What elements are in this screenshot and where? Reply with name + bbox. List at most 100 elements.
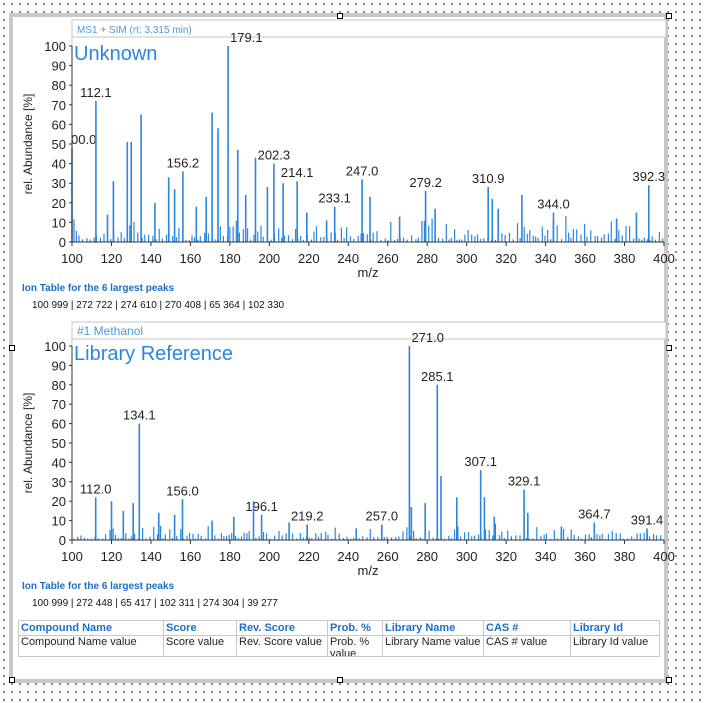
panel-header-text-reference: #1 Methanol bbox=[77, 324, 143, 338]
col-library-name[interactable]: Library Name bbox=[382, 620, 484, 636]
col-compound-name[interactable]: Compound Name bbox=[18, 620, 164, 636]
x-tick-label: 340 bbox=[535, 251, 557, 266]
x-tick-label: 300 bbox=[456, 549, 478, 564]
y-tick-label: 20 bbox=[52, 494, 66, 509]
y-tick-label: 100 bbox=[44, 339, 66, 354]
peak-label: 310.9 bbox=[472, 171, 505, 186]
y-tick-label: 50 bbox=[52, 436, 66, 451]
y-axis-title-unknown: rel. Abundance [%] bbox=[21, 94, 35, 195]
plot-area-unknown bbox=[71, 36, 667, 243]
peak-label: 214.1 bbox=[281, 165, 314, 180]
x-tick-label: 240 bbox=[337, 251, 359, 266]
y-tick-label: 70 bbox=[52, 98, 66, 113]
x-tick-label: 160 bbox=[180, 549, 202, 564]
y-tick-label: 100 bbox=[44, 39, 66, 54]
x-tick-label: 400 bbox=[653, 251, 675, 266]
ion-table-title-reference: Ion Table for the 6 largest peaks bbox=[22, 581, 175, 592]
peak-label: 156.0 bbox=[166, 483, 199, 498]
y-tick-label: 30 bbox=[52, 475, 66, 490]
x-tick-label: 120 bbox=[101, 251, 123, 266]
x-tick-label: 160 bbox=[180, 251, 202, 266]
x-tick-label: 380 bbox=[614, 549, 636, 564]
y-tick-label: 70 bbox=[52, 397, 66, 412]
x-tick-label: 200 bbox=[258, 251, 280, 266]
y-tick-label: 30 bbox=[52, 176, 66, 191]
x-tick-label: 180 bbox=[219, 251, 241, 266]
chart-title-unknown: Unknown bbox=[74, 43, 157, 65]
peak-label: 134.1 bbox=[123, 408, 156, 423]
resize-handle-br[interactable] bbox=[666, 677, 672, 683]
y-tick-label: 50 bbox=[52, 137, 66, 152]
x-tick-label: 120 bbox=[101, 549, 123, 564]
col-score[interactable]: Score bbox=[163, 620, 237, 636]
y-tick-label: 0 bbox=[59, 235, 66, 250]
cell-prob: Prob. % value bbox=[330, 636, 370, 656]
col-library-id[interactable]: Library Id bbox=[570, 620, 660, 636]
y-axis-title-reference: rel. Abundance [%] bbox=[21, 393, 35, 494]
panel-header-reference bbox=[71, 321, 667, 340]
x-tick-label: 260 bbox=[377, 251, 399, 266]
x-tick-label: 360 bbox=[574, 251, 596, 266]
y-tick-label: 60 bbox=[52, 117, 66, 132]
peak-label: 112.1 bbox=[80, 85, 112, 100]
x-tick-label: 280 bbox=[416, 251, 438, 266]
x-tick-label: 400 bbox=[653, 549, 675, 564]
x-tick-label: 260 bbox=[377, 549, 399, 564]
peak-label: 392.3 bbox=[633, 169, 666, 184]
peak-label: 219.2 bbox=[291, 508, 324, 523]
x-tick-label: 100 bbox=[61, 251, 83, 266]
table-row[interactable]: Compound Name value Score value Rev. Sco… bbox=[18, 635, 660, 657]
x-axis-title-unknown: m/z bbox=[358, 265, 379, 280]
y-tick-label: 10 bbox=[52, 514, 66, 529]
cell-score: Score value bbox=[166, 636, 225, 649]
peak-label: 329.1 bbox=[508, 474, 541, 489]
x-tick-label: 100 bbox=[61, 549, 83, 564]
x-tick-label: 140 bbox=[140, 251, 162, 266]
peak-label: 271.0 bbox=[411, 330, 444, 345]
x-tick-label: 320 bbox=[495, 251, 517, 266]
y-tick-label: 90 bbox=[52, 358, 66, 373]
peak-label: 344.0 bbox=[537, 197, 570, 212]
report-frame bbox=[9, 13, 668, 683]
x-tick-label: 180 bbox=[219, 549, 241, 564]
panel-header-text-unknown: MS1 + SIM (rt: 3.315 min) bbox=[77, 25, 192, 36]
x-tick-label: 220 bbox=[298, 251, 320, 266]
x-tick-label: 380 bbox=[614, 251, 636, 266]
resize-handle-bl[interactable] bbox=[9, 677, 15, 683]
y-tick-label: 20 bbox=[52, 196, 66, 211]
ion-table-values-reference: 100 999 | 272 448 | 65 417 | 102 311 | 2… bbox=[32, 598, 278, 609]
ion-table-values-unknown: 100 999 | 272 722 | 274 610 | 270 408 | … bbox=[32, 300, 285, 311]
x-tick-label: 140 bbox=[140, 549, 162, 564]
peak-label: 112.0 bbox=[80, 481, 112, 496]
cell-compound-name: Compound Name value bbox=[21, 636, 137, 649]
cell-cas: CAS # value bbox=[486, 636, 548, 649]
resize-handle-ml[interactable] bbox=[9, 345, 15, 351]
peak-label: 233.1 bbox=[318, 191, 351, 206]
y-tick-label: 0 bbox=[59, 533, 66, 548]
x-tick-label: 280 bbox=[416, 549, 438, 564]
x-tick-label: 300 bbox=[456, 251, 478, 266]
resize-handle-tl[interactable] bbox=[337, 13, 343, 19]
y-tick-label: 10 bbox=[52, 215, 66, 230]
search-results-table: Compound Name Score Rev. Score Prob. % L… bbox=[18, 620, 660, 657]
chart-title-reference: Library Reference bbox=[74, 343, 233, 365]
ion-table-title-unknown: Ion Table for the 6 largest peaks bbox=[22, 283, 175, 294]
x-tick-label: 340 bbox=[535, 549, 557, 564]
x-tick-label: 360 bbox=[574, 549, 596, 564]
resize-handle-tr[interactable] bbox=[666, 13, 672, 19]
col-rev-score[interactable]: Rev. Score bbox=[236, 620, 328, 636]
y-tick-label: 60 bbox=[52, 417, 66, 432]
table-header-row: Compound Name Score Rev. Score Prob. % L… bbox=[18, 620, 660, 636]
peak-label: 285.1 bbox=[421, 369, 454, 384]
col-prob[interactable]: Prob. % bbox=[327, 620, 383, 636]
x-axis-title-reference: m/z bbox=[358, 563, 379, 578]
peak-label: 00.0 bbox=[71, 132, 96, 147]
cell-library-id: Library Id value bbox=[573, 636, 649, 649]
peak-label: 156.2 bbox=[167, 155, 200, 170]
cell-library-name: Library Name value bbox=[385, 636, 481, 649]
col-cas[interactable]: CAS # bbox=[483, 620, 571, 636]
resize-handle-bm[interactable] bbox=[337, 677, 343, 683]
y-tick-label: 90 bbox=[52, 59, 66, 74]
peak-label: 391.4 bbox=[631, 512, 664, 527]
